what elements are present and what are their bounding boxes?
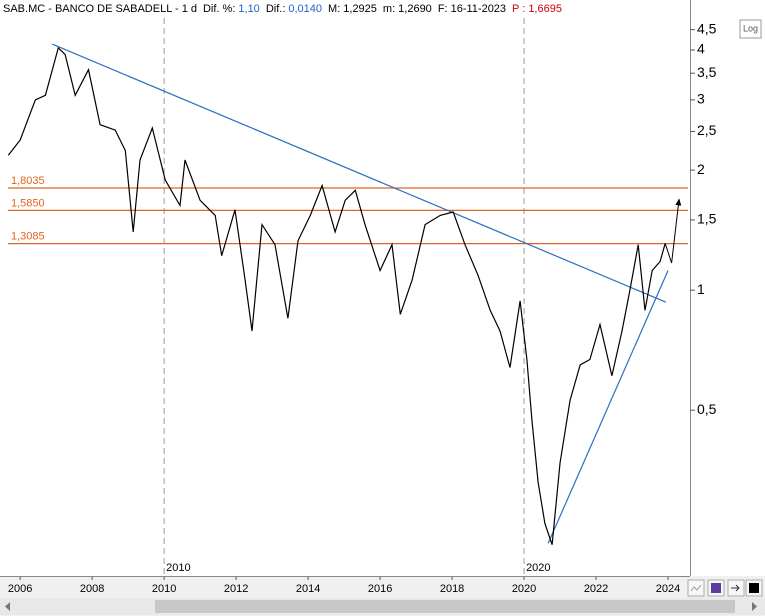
log-button-label[interactable]: Log (743, 23, 758, 33)
plot-area: 2010 2020 1,8035 1,5850 1,3085 (7, 18, 688, 576)
icon (690, 584, 702, 592)
field-label: M: (328, 3, 340, 15)
x-tick-label: 2012 (224, 583, 248, 595)
field-value: 0,0140 (288, 3, 322, 15)
field-label: Dif.: (266, 3, 286, 15)
trendline (51, 43, 667, 303)
symbol: SAB.MC - BANCO DE SABADELL - 1 d (3, 3, 197, 15)
x-tick-label: 2010 (152, 583, 176, 595)
field-label: F: (438, 3, 448, 15)
x-tick-label: 2020 (512, 583, 536, 595)
y-tick-label: 1 (697, 281, 705, 297)
y-tick-label: 2,5 (697, 122, 717, 138)
scroll-left[interactable] (5, 602, 10, 611)
scroll-right[interactable] (752, 602, 757, 611)
x-axis: 2006 2008 2010 2012 2014 2016 2018 2020 2022 2024 (8, 577, 680, 595)
icon (749, 583, 759, 593)
y-tick-label: 2 (697, 161, 705, 177)
trendline (547, 270, 669, 544)
x-tick-label: 2016 (368, 583, 392, 595)
field-value: 1,2925 (343, 3, 377, 15)
level-label: 1,8035 (11, 175, 45, 187)
field-value: 1,2690 (398, 3, 432, 15)
x-tick-label: 2022 (584, 583, 608, 595)
level-label: 1,3085 (11, 230, 45, 242)
field-label: Dif. %: (203, 3, 235, 15)
y-tick-label: 4 (697, 41, 705, 57)
x-tick-label: 2014 (296, 583, 320, 595)
price-line (7, 46, 666, 545)
y-tick-label: 4,5 (697, 20, 717, 36)
projection-arrow (664, 198, 682, 264)
y-tick-label: 0,5 (697, 401, 717, 417)
icon (711, 583, 721, 593)
y-tick-label: 3,5 (697, 64, 717, 80)
x-tick-label: 2018 (440, 583, 464, 595)
field-value: 1,10 (238, 3, 259, 15)
field-value: 16-11-2023 (451, 3, 506, 15)
year-marker-label: 2010 (166, 562, 190, 574)
year-marker-label: 2020 (526, 562, 550, 574)
y-tick-label: 1,5 (697, 211, 717, 227)
field-label: m: (383, 3, 395, 15)
level-label: 1,5850 (11, 197, 45, 209)
toolbar-button[interactable] (687, 579, 705, 597)
y-tick-label: 3 (697, 91, 705, 107)
price-label: P : (512, 3, 525, 15)
header: SAB.MC - BANCO DE SABADELL - 1 d Dif. %: 1… (3, 3, 562, 15)
x-tick-label: 2024 (656, 583, 680, 595)
icon (731, 584, 740, 592)
log-button[interactable] (739, 19, 762, 39)
x-tick-label: 2006 (8, 583, 32, 595)
x-tick-label: 2008 (80, 583, 104, 595)
scrollbar-thumb[interactable] (155, 600, 735, 613)
price-value: 1,6695 (528, 3, 562, 15)
